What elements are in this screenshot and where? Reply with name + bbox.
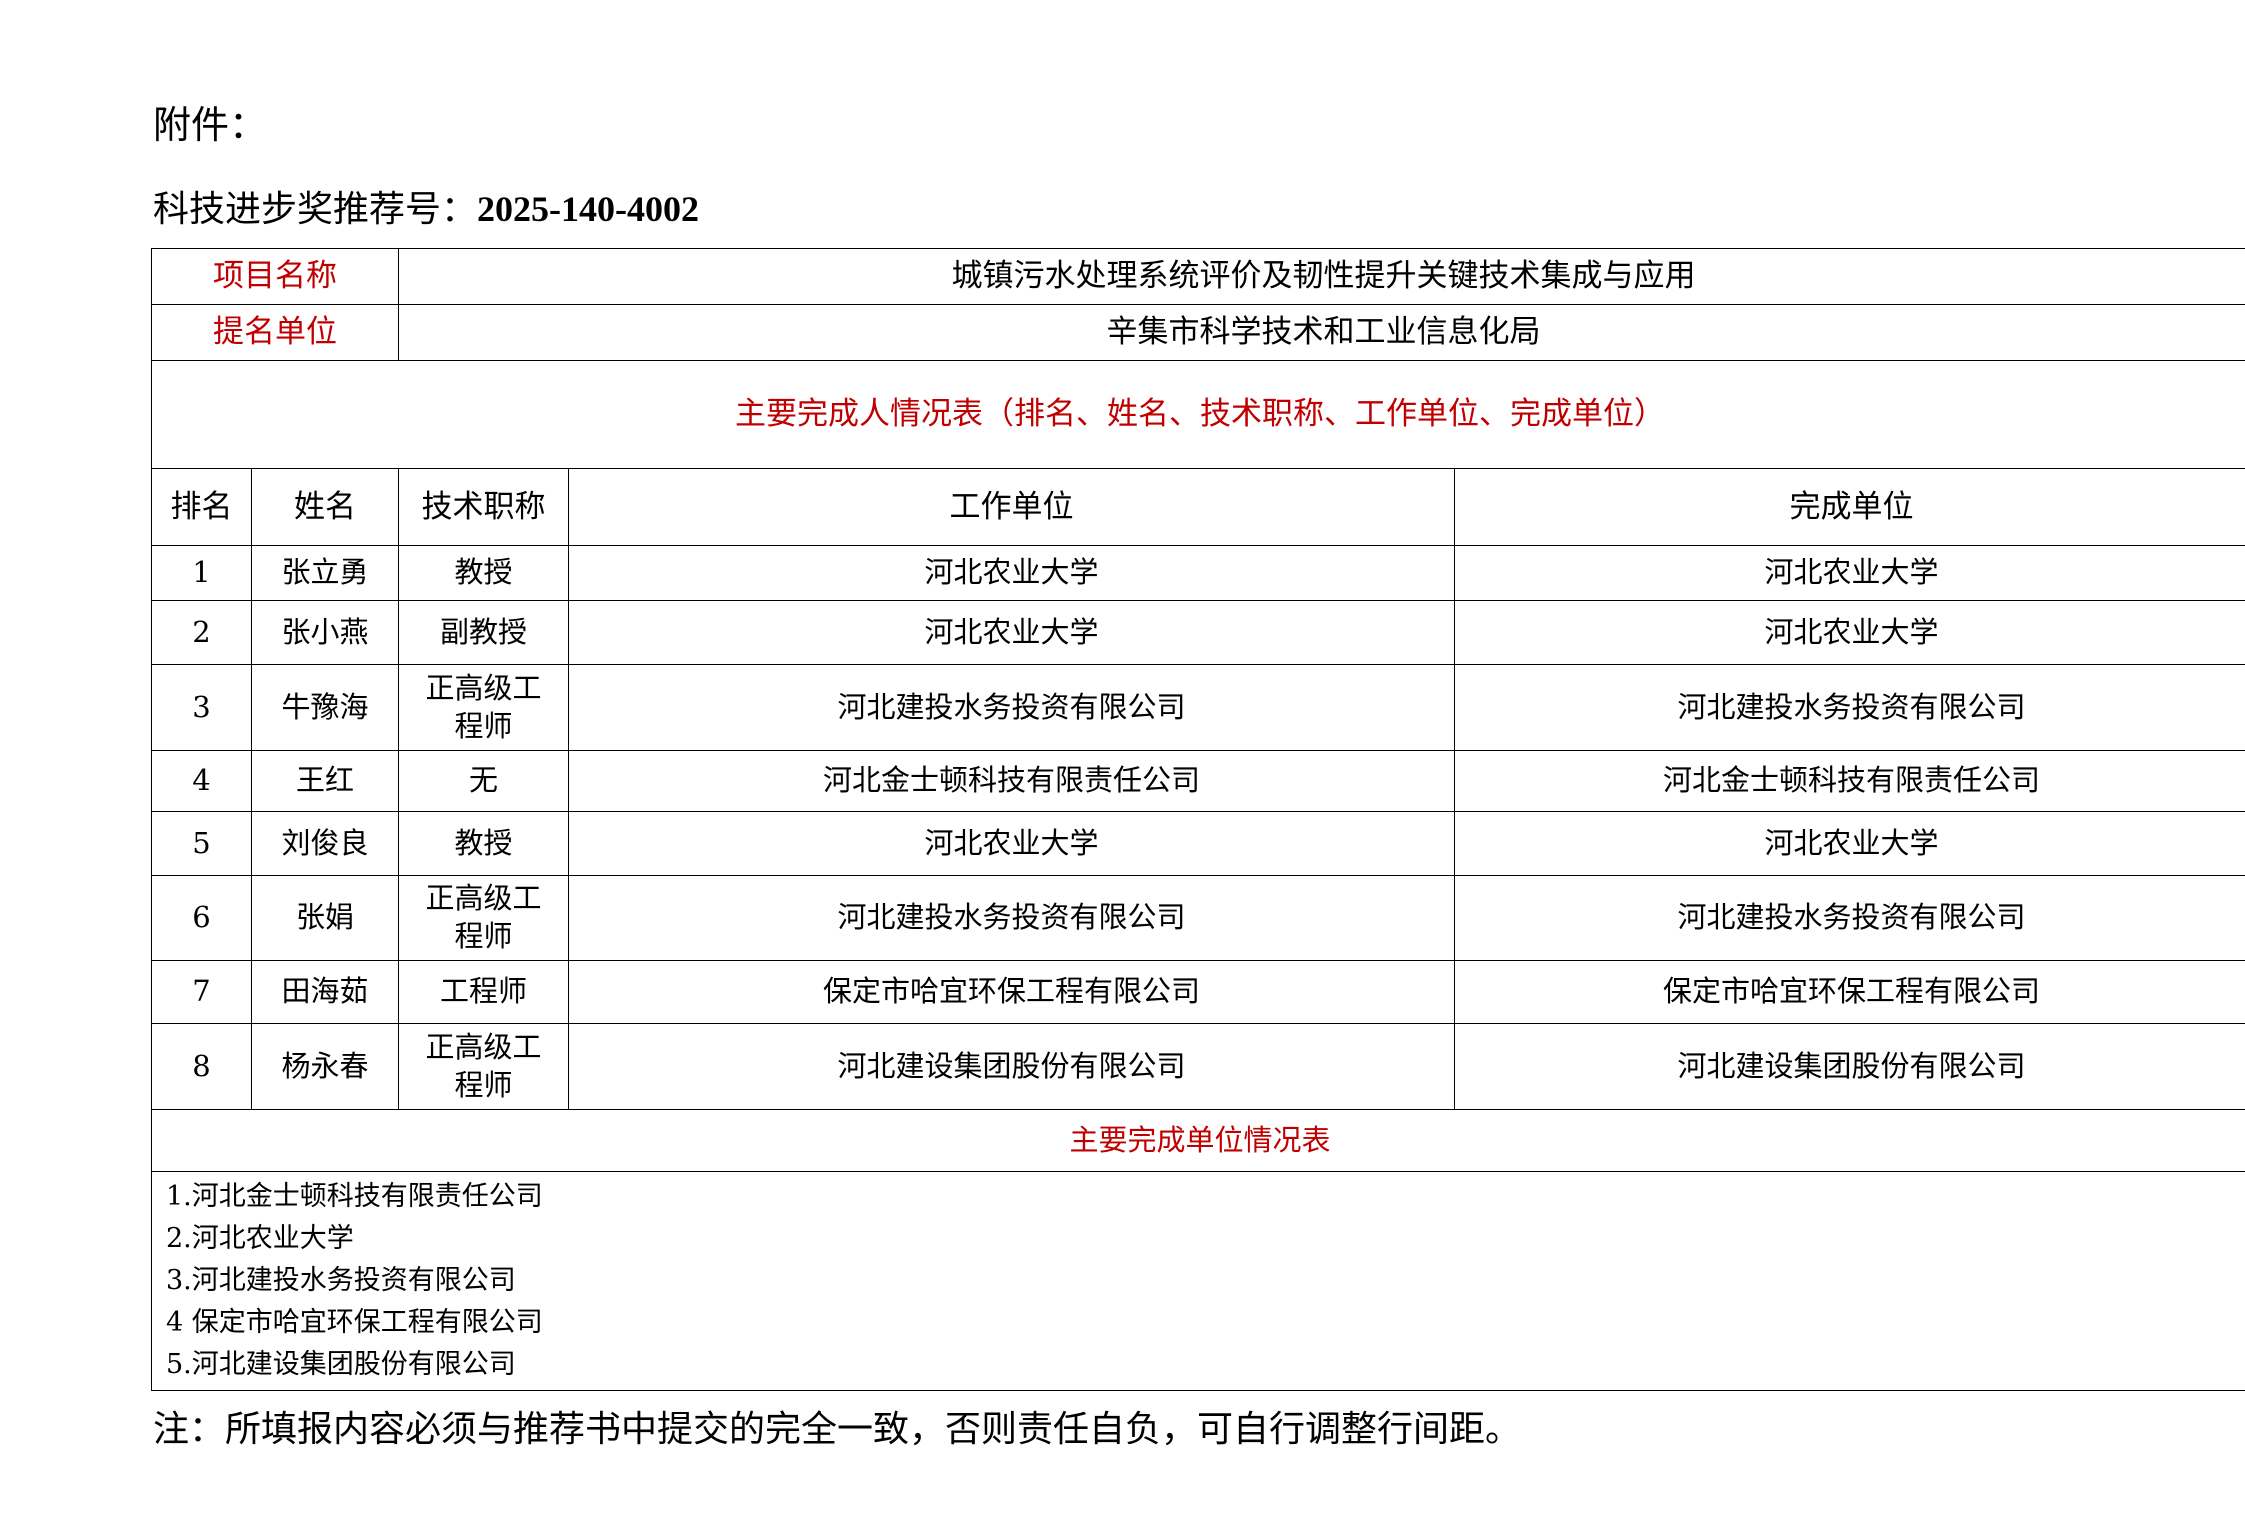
cell-title: 教授 <box>398 811 569 876</box>
footnote: 注：所填报内容必须与推荐书中提交的完全一致，否则责任自负，可自行调整行间距。 <box>153 1409 1522 1450</box>
nominator-label: 提名单位 <box>151 304 399 361</box>
cell-rank: 6 <box>151 875 252 961</box>
cell-completion-unit: 河北农业大学 <box>1453 811 2245 876</box>
person-row: 3 牛豫海 正高级工程师 河北建投水务投资有限公司 河北建投水务投资有限公司 <box>151 664 2245 751</box>
unit-item: 5.河北建设集团股份有限公司 <box>166 1349 516 1380</box>
cell-name: 牛豫海 <box>251 664 399 751</box>
cell-completion-unit: 河北农业大学 <box>1453 545 2245 601</box>
header-completion-unit: 完成单位 <box>1453 468 2245 546</box>
header-rank: 排名 <box>151 468 252 546</box>
cell-rank: 1 <box>151 545 252 601</box>
cell-name: 张立勇 <box>251 545 399 601</box>
person-row: 4 王红无河北金士顿科技有限责任公司 河北金士顿科技有限责任公司 <box>151 750 2245 812</box>
unit-item: 2.河北农业大学 <box>166 1223 354 1254</box>
cell-work-unit: 保定市哈宜环保工程有限公司 <box>568 960 1455 1024</box>
cell-name: 张小燕 <box>251 600 399 665</box>
person-row: 7 田海茹 工程师 保定市哈宜环保工程有限公司 保定市哈宜环保工程有限公司 <box>151 960 2245 1024</box>
cell-work-unit: 河北金士顿科技有限责任公司 <box>568 750 1455 812</box>
project-row: 项目名称 城镇污水处理系统评价及韧性提升关键技术集成与应用 <box>151 248 2245 305</box>
project-label: 项目名称 <box>151 248 399 305</box>
cell-title: 正高级工程师 <box>398 1023 569 1110</box>
info-table: 项目名称 城镇污水处理系统评价及韧性提升关键技术集成与应用 提名单位 辛集市科学… <box>150 248 2245 1391</box>
cell-completion-unit: 河北建投水务投资有限公司 <box>1453 664 2245 751</box>
cell-rank: 8 <box>151 1023 252 1110</box>
cell-name: 刘俊良 <box>251 811 399 876</box>
cell-rank: 5 <box>151 811 252 876</box>
person-row: 5 刘俊良 教授 河北农业大学 河北农业大学 <box>151 811 2245 876</box>
cell-rank: 3 <box>151 664 252 751</box>
header-name: 姓名 <box>251 468 399 546</box>
cell-rank: 4 <box>151 750 252 812</box>
cell-title: 工程师 <box>398 960 569 1024</box>
cell-work-unit: 河北农业大学 <box>568 600 1455 665</box>
cell-completion-unit: 河北金士顿科技有限责任公司 <box>1453 750 2245 812</box>
cell-rank: 2 <box>151 600 252 665</box>
person-row: 8 杨永春 正高级工程师 河北建设集团股份有限公司 河北建设集团股份有限公司 <box>151 1023 2245 1110</box>
persons-title-row: 主要完成人情况表（排名、姓名、技术职称、工作单位、完成单位） <box>150 360 2245 469</box>
cell-title: 无 <box>398 750 569 812</box>
persons-title: 主要完成人情况表（排名、姓名、技术职称、工作单位、完成单位） <box>150 360 2245 469</box>
cell-work-unit: 河北建设集团股份有限公司 <box>568 1023 1455 1110</box>
cell-completion-unit: 河北农业大学 <box>1453 600 2245 665</box>
cell-work-unit: 河北建投水务投资有限公司 <box>568 875 1455 961</box>
header-row: 排名 姓名 技术职称 工作单位 完成单位 <box>151 468 2245 546</box>
recommendation-value: 2025-140-4002 <box>477 189 699 229</box>
cell-completion-unit: 河北建设集团股份有限公司 <box>1453 1023 2245 1110</box>
cell-completion-unit: 保定市哈宜环保工程有限公司 <box>1453 960 2245 1024</box>
cell-work-unit: 河北农业大学 <box>568 811 1455 876</box>
recommendation-label: 科技进步奖推荐号： <box>153 189 478 230</box>
cell-title: 教授 <box>398 545 569 601</box>
unit-item: 4 保定市哈宜环保工程有限公司 <box>166 1307 543 1338</box>
units-list: 1.河北金士顿科技有限责任公司 2.河北农业大学 3.河北建投水务投资有限公司 4 保… <box>150 1171 2245 1391</box>
nominator-row: 提名单位 辛集市科学技术和工业信息化局 <box>151 304 2245 361</box>
cell-completion-unit: 河北建投水务投资有限公司 <box>1453 875 2245 961</box>
cell-name: 王红 <box>251 750 399 812</box>
header-title: 技术职称 <box>398 468 569 546</box>
project-value: 城镇污水处理系统评价及韧性提升关键技术集成与应用 <box>397 248 2245 305</box>
person-row: 2 张小燕 副教授 河北农业大学 河北农业大学 <box>151 600 2245 665</box>
cell-work-unit: 河北建投水务投资有限公司 <box>568 664 1455 751</box>
person-row: 6 张娟 正高级工程师 河北建投水务投资有限公司 河北建投水务投资有限公司 <box>151 875 2245 961</box>
unit-item: 1.河北金士顿科技有限责任公司 <box>166 1181 543 1212</box>
cell-rank: 7 <box>151 960 252 1024</box>
person-row: 1 张立勇 教授 河北农业大学 河北农业大学 <box>151 545 2245 601</box>
cell-title: 正高级工程师 <box>398 664 569 751</box>
cell-title: 副教授 <box>398 600 569 665</box>
header-work-unit: 工作单位 <box>568 468 1455 546</box>
units-title: 主要完成单位情况表 <box>150 1109 2245 1172</box>
cell-name: 田海茹 <box>251 960 399 1024</box>
units-list-row: 1.河北金士顿科技有限责任公司 2.河北农业大学 3.河北建投水务投资有限公司 4 保… <box>150 1171 2245 1391</box>
cell-work-unit: 河北农业大学 <box>568 545 1455 601</box>
nominator-value: 辛集市科学技术和工业信息化局 <box>397 304 2245 361</box>
cell-title: 正高级工程师 <box>398 875 569 961</box>
unit-item: 3.河北建投水务投资有限公司 <box>166 1265 516 1296</box>
cell-name: 杨永春 <box>251 1023 399 1110</box>
cell-name: 张娟 <box>251 875 399 961</box>
units-title-row: 主要完成单位情况表 <box>150 1109 2245 1172</box>
attachment-label: 附件： <box>153 103 268 147</box>
recommendation-number: 科技进步奖推荐号：2025-140-4002 <box>153 180 699 232</box>
